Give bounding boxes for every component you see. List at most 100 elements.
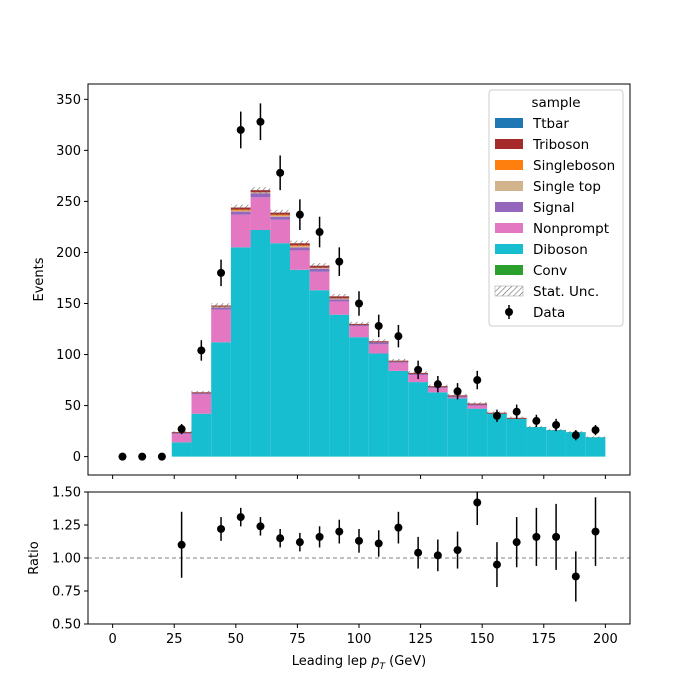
bar-nonprompt: [191, 394, 212, 414]
data-point: [433, 380, 442, 389]
bar-diboson: [585, 437, 606, 457]
bar-diboson: [290, 269, 310, 457]
legend-label: Nonprompt: [533, 221, 609, 237]
data-points: [118, 103, 600, 461]
ratio-point: [335, 527, 344, 536]
legend-swatch: [495, 160, 523, 170]
legend-label: Triboson: [532, 137, 589, 153]
bar-signal: [309, 268, 330, 272]
stat-unc-band: [250, 187, 271, 194]
x-axis-title-main: Leading lep: [292, 654, 371, 669]
bar-diboson: [368, 353, 389, 457]
data-point: [256, 117, 265, 126]
bar-nonprompt: [467, 405, 488, 409]
bar-diboson: [309, 290, 330, 457]
bar-signal: [191, 393, 212, 395]
ratio-point: [177, 540, 186, 549]
ratio-y-tick-label: 1.25: [52, 519, 81, 534]
bar-nonprompt: [270, 219, 291, 244]
stat-unc-band: [230, 204, 251, 211]
x-tick-label: 25: [166, 632, 183, 647]
ratio-point: [295, 538, 304, 547]
legend: sample Ttbar Triboson Singleboson Single top…: [488, 89, 624, 327]
bar-single-top: [290, 246, 310, 248]
bar-nonprompt: [388, 362, 409, 371]
bar-diboson: [211, 342, 231, 457]
legend-label: Ttbar: [532, 116, 569, 132]
legend-swatch-hatch: [494, 285, 524, 297]
data-point: [374, 321, 383, 330]
ratio-point: [374, 539, 383, 548]
y-tick-label: 200: [56, 246, 81, 261]
bar-diboson: [526, 427, 547, 457]
stat-unc-band: [211, 303, 231, 308]
bar-nonprompt: [230, 214, 251, 248]
bar-nonprompt: [349, 325, 369, 338]
bar-diboson: [250, 229, 271, 457]
legend-swatch: [495, 118, 523, 128]
data-point: [394, 332, 403, 341]
bar-diboson: [349, 337, 369, 457]
bar-diboson: [230, 247, 251, 457]
y-tick-label: 100: [56, 348, 81, 363]
y-tick-label: 150: [56, 297, 81, 312]
data-point: [355, 299, 363, 308]
ratio-y-tick-label: 1.50: [52, 486, 81, 501]
stat-unc-band: [191, 390, 212, 394]
data-point: [197, 346, 206, 355]
legend-label: Single top: [533, 179, 601, 195]
y-tick-label: 300: [56, 144, 81, 159]
data-point: [276, 168, 285, 177]
x-tick-label: 100: [347, 632, 372, 647]
data-point: [157, 452, 166, 461]
ratio-y-tick-label: 0.75: [52, 585, 81, 600]
stat-unc-band: [309, 263, 330, 269]
y-tick-label: 250: [56, 195, 81, 210]
data-point: [315, 228, 324, 237]
data-point: [571, 431, 580, 440]
data-point: [295, 210, 304, 219]
data-point: [335, 257, 344, 266]
main-plot-panel: 0 50 100 150 200 250 300 350 Events sample Ttbar…: [32, 83, 631, 479]
ratio-plot-frame: [87, 491, 631, 625]
data-point: [512, 407, 521, 416]
legend-label: Diboson: [533, 242, 588, 258]
bar-diboson: [427, 392, 448, 457]
ratio-point: [591, 527, 600, 536]
ratio-plot-panel: 0.50 0.75 1.00 1.25 1.50 0 25 50 75 100 125 150 175…: [27, 486, 631, 672]
ratio-point: [571, 572, 580, 581]
x-tick-label: 0: [108, 632, 116, 647]
legend-swatch: [495, 181, 523, 191]
legend-swatch: [495, 139, 523, 149]
data-point: [591, 426, 600, 435]
legend-label: Signal: [533, 200, 574, 216]
data-point: [138, 452, 147, 461]
legend-label: Singleboson: [533, 158, 615, 174]
legend-label: Conv: [533, 263, 567, 279]
legend-title: sample: [531, 95, 580, 111]
x-tick-label: 175: [531, 632, 556, 647]
legend-label: Stat. Unc.: [533, 284, 599, 300]
x-axis-title-p: p: [370, 654, 379, 669]
data-point: [453, 387, 462, 396]
legend-marker-point: [505, 308, 513, 316]
x-tick-label: 200: [593, 632, 618, 647]
ratio-y-axis-ticks: 0.50 0.75 1.00 1.25 1.50: [52, 486, 88, 633]
ratio-y-tick-label: 1.00: [52, 552, 81, 567]
bar-signal: [211, 307, 231, 310]
bar-diboson: [565, 432, 586, 457]
bar-nonprompt: [290, 250, 310, 270]
stat-unc-band: [467, 402, 488, 405]
legend-swatch: [495, 223, 523, 233]
x-axis-title-unit: (GeV): [385, 654, 426, 669]
bar-diboson: [487, 413, 507, 457]
bar-signal: [290, 247, 310, 251]
x-tick-label: 150: [470, 632, 495, 647]
bar-diboson: [506, 418, 527, 457]
data-point: [177, 425, 186, 434]
bar-diboson: [447, 398, 468, 457]
ratio-point: [256, 522, 265, 531]
bar-signal: [250, 193, 271, 198]
ratio-point: [315, 532, 324, 541]
bar-nonprompt: [368, 344, 389, 354]
